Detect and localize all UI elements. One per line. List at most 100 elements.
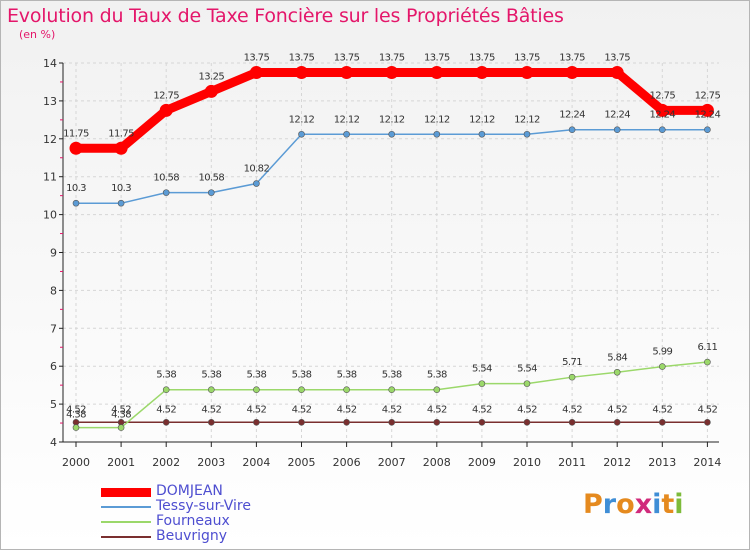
data-label: 13.75 xyxy=(244,52,270,63)
data-label: 4.52 xyxy=(607,404,627,415)
data-label: 12.12 xyxy=(379,114,405,125)
data-point xyxy=(704,126,711,134)
legend-item: Beuvrigny xyxy=(101,529,321,544)
data-point xyxy=(610,65,624,79)
logo-letter: o xyxy=(616,489,635,520)
x-tick-label: 2010 xyxy=(513,456,541,469)
data-point xyxy=(343,418,350,426)
data-label: 5.38 xyxy=(246,370,266,381)
y-tick-label: 8 xyxy=(50,284,57,297)
data-point xyxy=(523,380,531,387)
data-label: 5.84 xyxy=(607,352,627,363)
data-label: 12.12 xyxy=(289,114,315,125)
x-tick-label: 2005 xyxy=(288,456,316,469)
data-label: 10.3 xyxy=(111,183,131,194)
legend-label: Tessy-sur-Vire xyxy=(156,498,251,514)
data-point xyxy=(388,130,396,138)
data-point xyxy=(700,103,714,117)
data-label: 13.75 xyxy=(424,52,450,63)
x-tick-label: 2002 xyxy=(152,456,180,469)
data-point xyxy=(298,386,305,393)
data-label: 4.52 xyxy=(111,404,131,415)
data-point xyxy=(117,199,125,207)
logo-letter: x xyxy=(634,489,653,520)
data-label: 5.54 xyxy=(472,364,492,375)
y-axis-unit: (en %) xyxy=(19,28,56,41)
data-point xyxy=(655,103,669,117)
data-point xyxy=(208,418,215,426)
data-point xyxy=(658,418,666,426)
y-tick-label: 13 xyxy=(43,95,57,108)
data-label: 5.71 xyxy=(562,357,582,368)
data-label: 5.38 xyxy=(427,370,447,381)
y-tick-label: 10 xyxy=(43,209,57,222)
data-point xyxy=(117,424,125,431)
data-point xyxy=(388,386,396,393)
data-point xyxy=(568,126,576,134)
data-label: 13.75 xyxy=(289,52,315,63)
x-tick-label: 2012 xyxy=(603,456,631,469)
data-point xyxy=(385,65,399,79)
data-point xyxy=(69,141,83,155)
data-point xyxy=(478,130,486,138)
data-point xyxy=(253,386,260,393)
x-tick-label: 2011 xyxy=(558,456,586,469)
data-point xyxy=(162,386,170,393)
data-point xyxy=(658,126,666,134)
y-tick-label: 6 xyxy=(50,360,57,373)
y-tick-label: 9 xyxy=(50,247,57,260)
data-label: 12.24 xyxy=(559,110,585,121)
data-point xyxy=(249,65,263,79)
data-label: 11.75 xyxy=(63,128,89,139)
data-point xyxy=(253,418,260,426)
data-point xyxy=(298,130,305,138)
data-point xyxy=(208,386,215,393)
chart-title: Evolution du Taux de Taxe Foncière sur l… xyxy=(7,5,564,27)
data-point xyxy=(475,65,489,79)
proxiti-logo: Proxiti xyxy=(583,489,684,520)
legend-swatch xyxy=(101,506,151,508)
data-label: 13.75 xyxy=(559,52,585,63)
data-label: 4.52 xyxy=(337,404,357,415)
data-label: 5.54 xyxy=(517,364,537,375)
data-point xyxy=(114,141,128,155)
data-label: 5.38 xyxy=(382,370,402,381)
data-label: 4.52 xyxy=(427,404,447,415)
legend-swatch xyxy=(101,487,151,497)
legend-swatch xyxy=(101,521,151,523)
data-label: 4.52 xyxy=(382,404,402,415)
data-point xyxy=(433,130,441,138)
x-tick-label: 2009 xyxy=(468,456,496,469)
data-label: 13.75 xyxy=(469,52,495,63)
data-point xyxy=(388,418,396,426)
data-label: 4.52 xyxy=(66,404,86,415)
data-point xyxy=(208,189,215,196)
legend: DOMJEAN Tessy-sur-Vire Fourneaux Beuvrigny xyxy=(101,484,321,544)
data-label: 11.75 xyxy=(108,128,134,139)
legend-label: DOMJEAN xyxy=(156,483,223,499)
data-label: 4.38 xyxy=(111,410,131,421)
data-point xyxy=(568,418,576,426)
data-label: 4.52 xyxy=(156,404,176,415)
data-label: 12.12 xyxy=(469,114,495,125)
data-label: 13.75 xyxy=(604,52,630,63)
x-tick-label: 2008 xyxy=(423,456,451,469)
x-tick-label: 2007 xyxy=(378,456,406,469)
data-point xyxy=(433,386,441,393)
data-label: 12.75 xyxy=(695,90,721,101)
legend-label: Beuvrigny xyxy=(156,528,228,544)
data-label: 12.24 xyxy=(649,110,675,121)
data-point xyxy=(523,418,531,426)
data-label: 12.12 xyxy=(424,114,450,125)
data-point xyxy=(430,65,444,79)
legend-swatch xyxy=(101,536,151,538)
data-point xyxy=(704,418,711,426)
data-label: 10.58 xyxy=(153,173,179,184)
legend-label: Fourneaux xyxy=(156,513,230,529)
data-point xyxy=(204,84,218,98)
data-label: 6.11 xyxy=(697,342,717,353)
x-tick-label: 2001 xyxy=(107,456,135,469)
data-label: 12.12 xyxy=(334,114,360,125)
data-label: 4.52 xyxy=(697,404,717,415)
